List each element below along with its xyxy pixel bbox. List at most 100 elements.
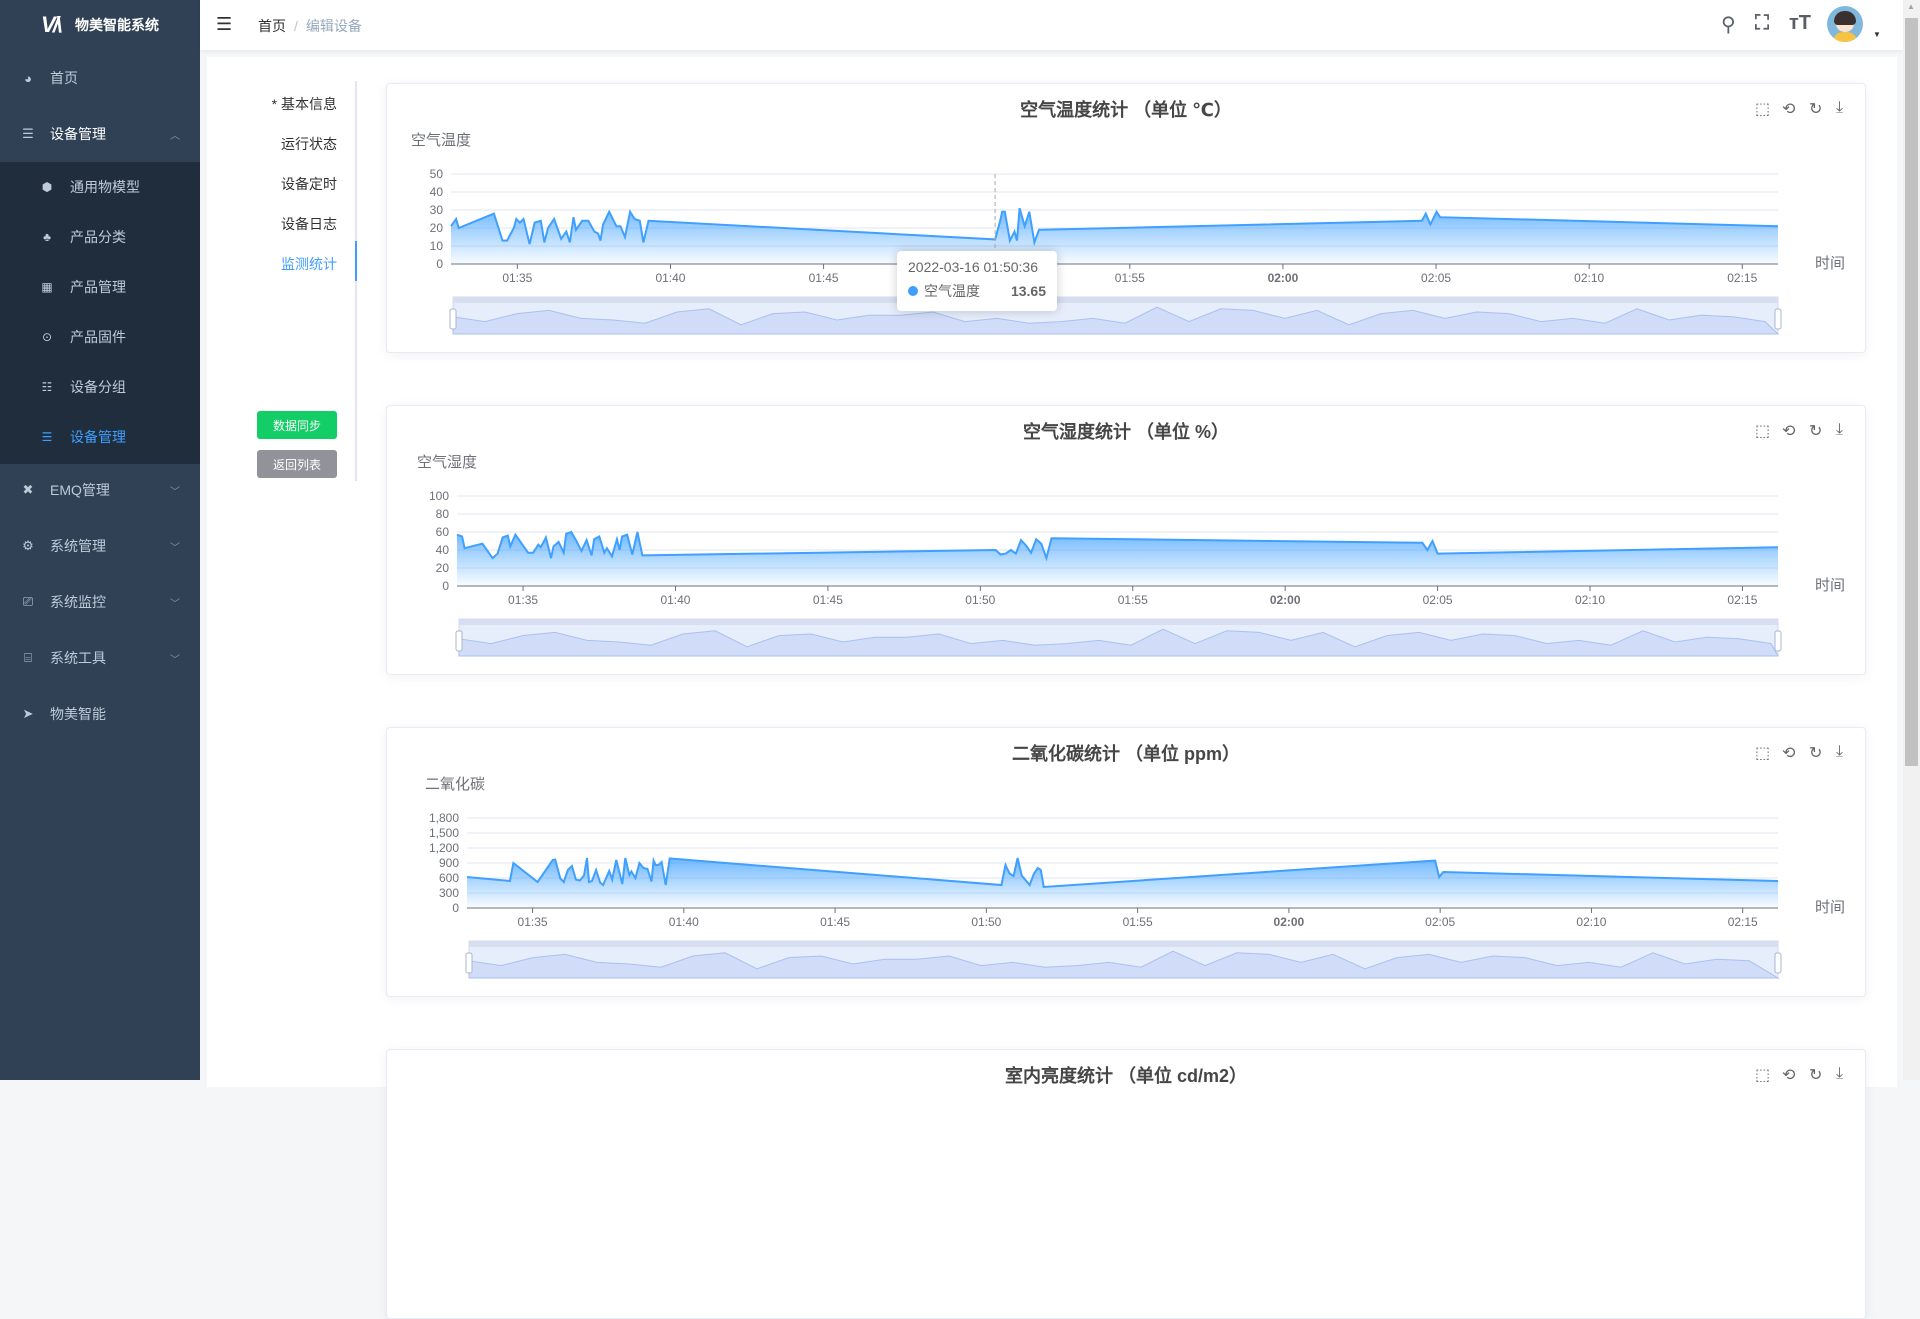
sidebar-subitem-device-group[interactable]: ☷设备分组 [0, 362, 200, 412]
series-area [467, 858, 1778, 908]
refresh-icon[interactable]: ↻ [1809, 1065, 1822, 1085]
x-tick-label: 02:15 [1727, 271, 1757, 285]
download-icon[interactable]: ⤓ [1836, 1065, 1843, 1083]
page-scrollbar[interactable]: ▲ [1903, 0, 1920, 1080]
chevron-down-icon: ﹀ [170, 651, 180, 666]
top-navbar: ☰ 首页/编辑设备 ⚲ ⛶ ᴛT ▼ [200, 0, 1903, 50]
datazoom-handle[interactable] [1775, 309, 1781, 329]
app-title: 物美智能系统 [75, 15, 159, 35]
tab-device-log[interactable]: 设备日志 [281, 214, 337, 234]
back-to-list-button[interactable]: 返回列表 [257, 450, 337, 478]
gear-icon: ⚙ [20, 538, 36, 554]
x-tick-label: 01:45 [813, 593, 843, 607]
sidebar-item-label: 产品固件 [70, 327, 126, 347]
group-icon: ☷ [40, 380, 54, 394]
x-tick-label: 01:35 [502, 271, 532, 285]
x-tick-label: 02:15 [1727, 593, 1757, 607]
x-tick-label: 01:40 [660, 593, 690, 607]
x-tick-label: 01:55 [1118, 593, 1148, 607]
y-tick-label: 40 [436, 543, 450, 557]
x-tick-label: 02:05 [1423, 593, 1453, 607]
app-logo[interactable]: V/\ 物美智能系统 [0, 0, 200, 50]
sidebar-item-device-management[interactable]: ☰设备管理︿ [0, 106, 200, 162]
datazoom-handle[interactable] [450, 309, 456, 329]
y-tick-label: 80 [436, 507, 450, 521]
x-tick-label: 02:10 [1576, 915, 1606, 929]
sidebar-item-system-tools[interactable]: ⌸系统工具﹀ [0, 630, 200, 686]
scroll-up-icon[interactable]: ▲ [1907, 2, 1915, 11]
y-tick-label: 100 [429, 489, 449, 503]
datazoom-handle-bar[interactable] [459, 619, 1778, 625]
breadcrumb-home[interactable]: 首页 [258, 18, 286, 34]
chart-svg: 0102030405001:3501:4001:4501:5001:5502:0… [387, 84, 1867, 354]
y-tick-label: 40 [430, 185, 444, 199]
series-area [451, 208, 1778, 264]
x-tick-label: 01:45 [809, 271, 839, 285]
avatar[interactable] [1827, 6, 1863, 42]
data-sync-button[interactable]: 数据同步 [257, 411, 337, 439]
x-tick-label: 02:05 [1425, 915, 1455, 929]
y-tick-label: 20 [430, 221, 444, 235]
sidebar-item-emq[interactable]: ✖EMQ管理﹀ [0, 462, 200, 518]
list-icon: ☰ [40, 430, 54, 444]
crop-zoom-icon[interactable]: ⬚ [1755, 1065, 1770, 1085]
datazoom-handle[interactable] [1775, 631, 1781, 651]
y-tick-label: 0 [452, 901, 459, 915]
cube-icon: ⬢ [40, 180, 54, 194]
tab-run-status[interactable]: 运行状态 [281, 134, 337, 154]
y-tick-label: 1,500 [429, 826, 459, 840]
sidebar-item-label: 设备管理 [70, 427, 126, 447]
tab-device-timer[interactable]: 设备定时 [281, 174, 337, 194]
datazoom-handle[interactable] [456, 631, 462, 651]
x-tick-label: 02:10 [1574, 271, 1604, 285]
chart-card-brightness: 室内亮度统计 （单位 cd/m2）⬚⟲↻⤓ [386, 1049, 1866, 1319]
breadcrumb: 首页/编辑设备 [258, 16, 362, 36]
sidebar-item-home[interactable]: ◕首页 [0, 50, 200, 106]
caret-down-icon[interactable]: ▼ [1873, 30, 1881, 39]
datazoom-handle-bar[interactable] [453, 297, 1778, 303]
datazoom-handle[interactable] [1775, 953, 1781, 973]
sidebar-subitem-product-management[interactable]: ▦ 产品管理 [0, 262, 200, 312]
x-tick-label: 02:10 [1575, 593, 1605, 607]
chevron-down-icon: ﹀ [170, 483, 180, 498]
x-tick-label: 01:40 [655, 271, 685, 285]
sidebar-subitem-thing-model[interactable]: ⬢通用物模型 [0, 162, 200, 212]
sidebar-subitem-product-firmware[interactable]: ⊙产品固件 [0, 312, 200, 362]
sidebar-item-label: EMQ管理 [50, 480, 110, 500]
tab-basic-info[interactable]: * 基本信息 [272, 94, 337, 114]
sidebar-item-system-monitor[interactable]: ⎚系统监控﹀ [0, 574, 200, 630]
x-tick-label: 02:00 [1270, 593, 1301, 607]
fullscreen-icon[interactable]: ⛶ [1755, 12, 1769, 35]
sidebar-subitem-product-category[interactable]: ♣产品分类 [0, 212, 200, 262]
tab-divider [355, 81, 357, 481]
tab-monitor-stats[interactable]: 监测统计 [281, 254, 337, 274]
sidebar-item-label: 产品管理 [70, 277, 126, 297]
active-tab-indicator [355, 241, 357, 281]
series-marker-icon [908, 286, 918, 296]
datazoom-handle[interactable] [466, 953, 472, 973]
y-tick-label: 10 [430, 239, 444, 253]
x-tick-label: 01:50 [971, 915, 1001, 929]
font-size-icon[interactable]: ᴛT [1789, 12, 1811, 35]
dashboard-icon: ◕ [20, 71, 36, 86]
sidebar-subitem-device-management[interactable]: ☰ 设备管理 [0, 412, 200, 462]
zoom-reset-icon[interactable]: ⟲ [1782, 1065, 1795, 1085]
y-tick-label: 1,800 [429, 811, 459, 825]
x-tick-label: 01:35 [518, 915, 548, 929]
x-tick-label: 01:45 [820, 915, 850, 929]
x-tick-label: 02:00 [1274, 915, 1305, 929]
search-icon[interactable]: ⚲ [1721, 12, 1736, 37]
scrollbar-thumb[interactable] [1905, 18, 1918, 766]
grid-icon: ▦ [40, 280, 54, 294]
logo-icon: V/\ [41, 12, 59, 38]
chevron-up-icon: ︿ [170, 127, 180, 142]
hamburger-menu-icon[interactable]: ☰ [216, 14, 232, 35]
tree-icon: ♣ [40, 230, 54, 244]
sidebar-item-wumei[interactable]: ➤物美智能 [0, 686, 200, 742]
datazoom-handle-bar[interactable] [469, 941, 1778, 947]
x-tick-label: 02:00 [1268, 271, 1299, 285]
sidebar-item-system-management[interactable]: ⚙系统管理﹀ [0, 518, 200, 574]
